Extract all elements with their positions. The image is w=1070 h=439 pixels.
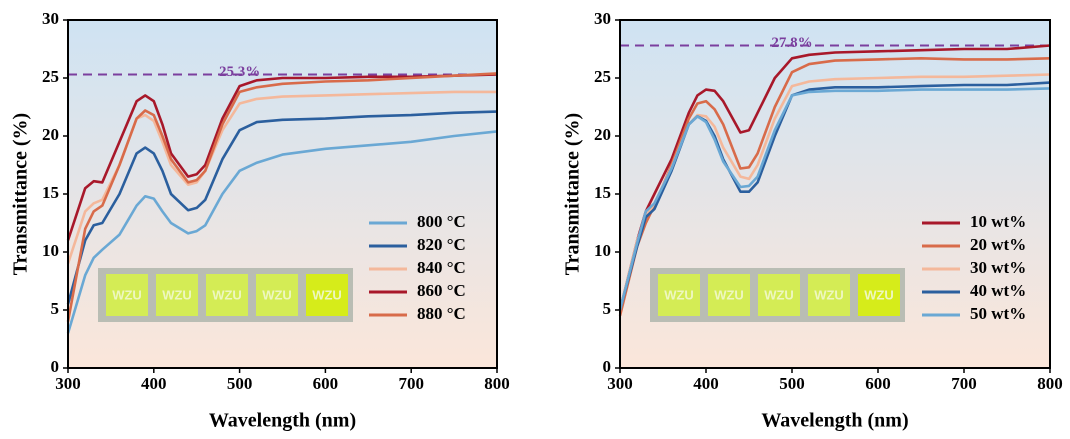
y-tick-label: 10 [42, 241, 59, 260]
x-tick-label: 300 [607, 374, 633, 393]
series-line [618, 87, 1051, 311]
sample-square [106, 274, 148, 316]
x-tick-label: 700 [398, 374, 424, 393]
y-tick-label: 5 [51, 299, 60, 318]
y-tick-label: 30 [42, 9, 59, 28]
y-tick-label: 0 [603, 357, 612, 376]
sample-square [256, 274, 298, 316]
series-line [66, 110, 498, 305]
legend-label: 860 °C [417, 281, 466, 300]
sample-label: WZU [262, 287, 292, 302]
x-tick-label: 300 [55, 374, 81, 393]
x-tick-label: 400 [693, 374, 719, 393]
y-tick-label: 15 [42, 183, 59, 202]
y-tick-label: 5 [603, 299, 612, 318]
series-line [66, 72, 498, 322]
x-tick-label: 500 [227, 374, 253, 393]
sample-square [708, 274, 750, 316]
x-tick-label: 600 [313, 374, 339, 393]
legend-label: 800 °C [417, 212, 466, 231]
y-tick-label: 20 [594, 125, 611, 144]
sample-label: WZU [664, 287, 694, 302]
y-axis-label: Transmittance (%) [562, 113, 584, 275]
sample-square [306, 274, 348, 316]
x-tick-label: 800 [484, 374, 510, 393]
y-axis-label: Transmittance (%) [10, 113, 32, 275]
y-tick-label: 25 [594, 67, 611, 86]
sample-label: WZU [112, 287, 142, 302]
series-line [618, 44, 1051, 311]
sample-square [156, 274, 198, 316]
legend-label: 840 °C [417, 258, 466, 277]
sample-square [658, 274, 700, 316]
sample-label: WZU [162, 287, 192, 302]
sample-label: WZU [714, 287, 744, 302]
reference-label: 27.8% [771, 35, 812, 51]
legend-label: 20 wt% [970, 235, 1026, 254]
sample-label: WZU [212, 287, 242, 302]
sample-square [808, 274, 850, 316]
reference-label: 25.3% [219, 64, 260, 80]
series-line [66, 73, 498, 241]
legend-label: 50 wt% [970, 304, 1026, 323]
y-tick-label: 0 [51, 357, 60, 376]
sample-square [858, 274, 900, 316]
y-tick-label: 30 [594, 9, 611, 28]
legend-label: 10 wt% [970, 212, 1026, 231]
y-tick-label: 15 [594, 183, 611, 202]
sample-label: WZU [312, 287, 342, 302]
sample-label: WZU [864, 287, 894, 302]
legend-label: 40 wt% [970, 281, 1026, 300]
x-axis-label: Wavelength (nm) [761, 410, 908, 432]
sample-square [758, 274, 800, 316]
legend-label: 30 wt% [970, 258, 1026, 277]
x-tick-label: 800 [1037, 374, 1063, 393]
x-tick-label: 500 [779, 374, 805, 393]
y-tick-label: 10 [594, 241, 611, 260]
legend-label: 820 °C [417, 235, 466, 254]
y-tick-label: 20 [42, 125, 59, 144]
sample-square [206, 274, 248, 316]
x-tick-label: 600 [865, 374, 891, 393]
series-line [66, 130, 498, 334]
x-tick-label: 400 [141, 374, 167, 393]
series-line [618, 81, 1051, 311]
x-axis-label: Wavelength (nm) [209, 410, 356, 432]
sample-label: WZU [814, 287, 844, 302]
y-tick-label: 25 [42, 67, 59, 86]
x-tick-label: 700 [951, 374, 977, 393]
legend-label: 880 °C [417, 304, 466, 323]
sample-label: WZU [764, 287, 794, 302]
